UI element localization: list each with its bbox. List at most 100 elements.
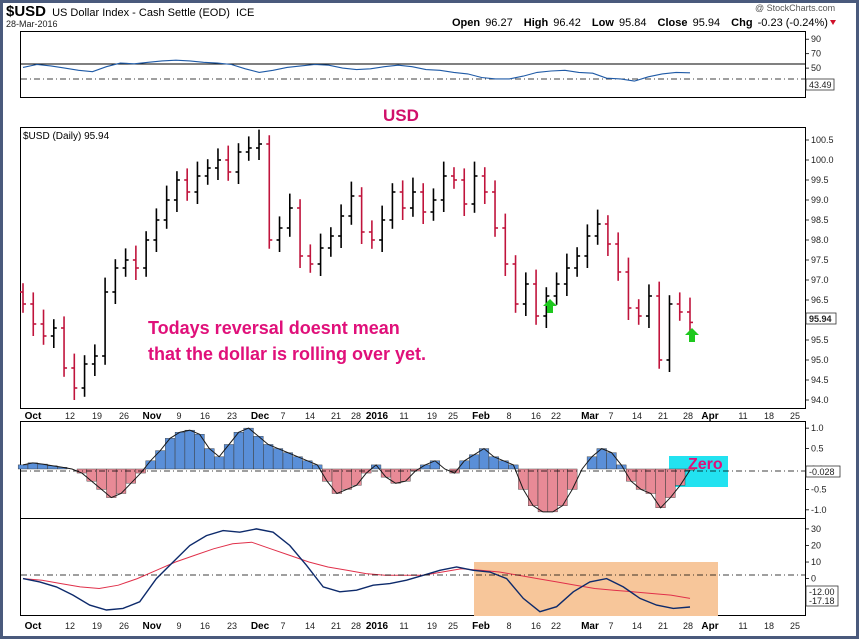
y-tick-label: 98.5 xyxy=(811,215,829,225)
zero-label: Zero xyxy=(688,456,723,473)
x-axis-label: 8 xyxy=(506,621,511,631)
price-bar xyxy=(91,344,98,376)
price-bar xyxy=(687,297,693,335)
price-bar xyxy=(574,247,581,277)
x-axis-label: 28 xyxy=(351,411,361,421)
x-axis-label: 28 xyxy=(683,411,693,421)
macd-bar xyxy=(606,452,617,470)
watermark: @ StockCharts.com xyxy=(755,3,835,13)
x-axis-label: 16 xyxy=(531,411,541,421)
price-bar xyxy=(225,145,232,181)
x-axis-label: 7 xyxy=(280,621,285,631)
green-up-arrow-1 xyxy=(543,299,557,313)
price-bar xyxy=(604,215,611,256)
x-axis-label: 12 xyxy=(65,621,75,631)
price-bar xyxy=(358,187,365,244)
x-axis-label: Oct xyxy=(25,411,42,422)
macd-bar xyxy=(272,448,284,470)
price-last-tag: 95.94 xyxy=(805,312,837,325)
price-legend: $USD (Daily) 95.94 xyxy=(23,131,110,142)
price-bar xyxy=(214,148,221,180)
x-axis-label: 25 xyxy=(448,411,458,421)
chart-canvas: $USD US Dollar Index - Cash Settle (EOD)… xyxy=(6,3,841,632)
price-bar xyxy=(543,287,550,328)
svg-text:-0.028: -0.028 xyxy=(809,467,835,477)
price-bar xyxy=(471,161,478,213)
y-tick-label: 95.5 xyxy=(811,335,829,345)
signal-line xyxy=(22,541,691,599)
y-tick-label: 0 xyxy=(811,574,816,584)
price-bar xyxy=(399,180,406,220)
x-axis-label: 22 xyxy=(551,621,561,631)
x-axis-label: 14 xyxy=(632,411,642,421)
macd-bar xyxy=(351,468,362,486)
x-axis-label: 7 xyxy=(608,621,613,631)
x-axis-label: Dec xyxy=(251,411,270,422)
price-bar xyxy=(71,353,78,400)
price-bar xyxy=(533,269,540,325)
x-axis-label: 18 xyxy=(764,621,774,631)
y-tick-label: 30 xyxy=(811,524,821,534)
macd-bar xyxy=(106,468,117,498)
x-axis-label: 28 xyxy=(351,621,361,631)
x-axis-label: Mar xyxy=(581,411,599,422)
down-triangle-icon xyxy=(830,20,836,25)
price-bar xyxy=(30,292,37,336)
y-tick-label: 90 xyxy=(811,34,821,44)
price-bar xyxy=(409,177,416,217)
x-axis-label: 7 xyxy=(280,411,285,421)
price-bar xyxy=(153,208,160,252)
price-bar xyxy=(502,213,509,276)
chart-date: 28-Mar-2016 xyxy=(6,19,58,29)
x-axis-label: Nov xyxy=(143,411,162,422)
price-bar xyxy=(266,135,273,249)
rsi-last-tag: 43.49 xyxy=(805,78,835,91)
x-axis-label: Oct xyxy=(25,621,42,632)
y-tick-label: 99.5 xyxy=(811,175,829,185)
x-axis-label: 21 xyxy=(658,411,668,421)
x-axis-label: 23 xyxy=(227,621,237,631)
rsi-panel xyxy=(20,31,806,98)
price-bar xyxy=(276,216,283,252)
price-bar xyxy=(656,281,663,369)
low-label: Low xyxy=(592,17,614,29)
price-bar xyxy=(40,309,47,345)
y-tick-label: 97.5 xyxy=(811,255,829,265)
price-bar xyxy=(132,245,139,280)
svg-text:43.49: 43.49 xyxy=(809,80,832,90)
ticker-exchange: ICE xyxy=(236,7,254,19)
macd-bar xyxy=(184,429,195,470)
x-axis-label: Apr xyxy=(701,621,718,632)
x-axis-label: Feb xyxy=(472,621,490,632)
rsi-line xyxy=(22,59,691,82)
price-bar xyxy=(194,161,201,204)
macd-bar xyxy=(17,464,29,470)
x-axis-label: 21 xyxy=(331,621,341,631)
low-value: 95.84 xyxy=(619,17,647,29)
y-tick-label: 96.5 xyxy=(811,295,829,305)
price-bar xyxy=(184,168,191,201)
x-axis-label: 21 xyxy=(331,411,341,421)
macd-bar xyxy=(155,450,166,470)
price-bar xyxy=(430,188,437,221)
price-bar xyxy=(20,283,26,313)
svg-text:-12.00: -12.00 xyxy=(809,587,835,597)
macd-bar xyxy=(253,436,264,470)
x-axis-label: 19 xyxy=(427,621,437,631)
annotation-line-1: Todays reversal doesnt mean xyxy=(148,318,400,338)
x-axis-label: 19 xyxy=(92,621,102,631)
svg-text:-17.18: -17.18 xyxy=(809,596,835,606)
y-tick-label: 94.0 xyxy=(811,395,829,405)
price-bar xyxy=(450,167,457,189)
x-axis-label: 28 xyxy=(683,621,693,631)
price-bar xyxy=(50,319,57,348)
x-axis-label: 2016 xyxy=(366,411,389,422)
x-axis-label: 25 xyxy=(448,621,458,631)
macd-bar xyxy=(586,456,597,470)
price-bar xyxy=(492,180,499,237)
x-axis-label: 25 xyxy=(790,621,800,631)
macd-bar xyxy=(675,468,686,486)
price-bar xyxy=(461,168,468,216)
ticker-line: $USD US Dollar Index - Cash Settle (EOD)… xyxy=(6,3,254,20)
x-axis-label: 21 xyxy=(658,621,668,631)
